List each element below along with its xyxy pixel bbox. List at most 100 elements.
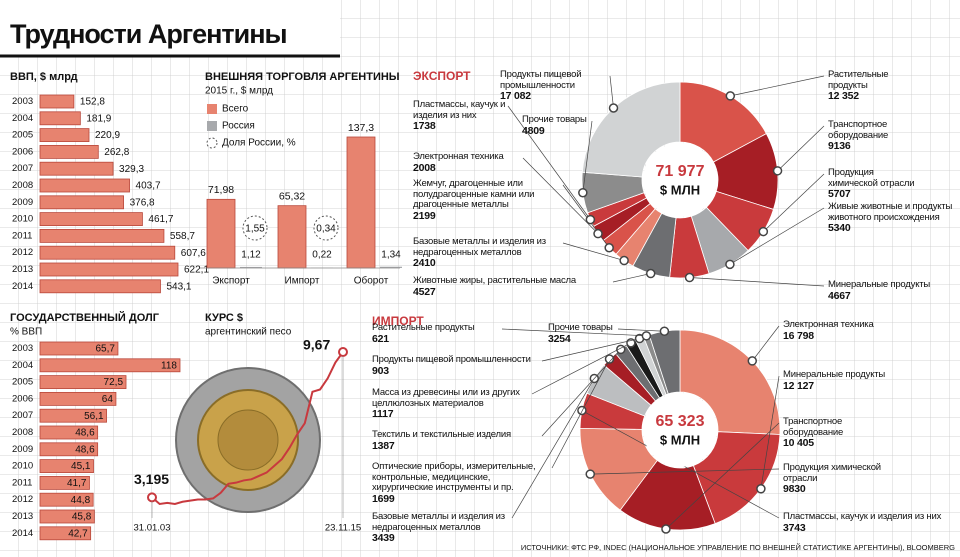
data-label: 64 <box>102 394 114 405</box>
slice-value: 2199 <box>413 209 436 222</box>
slice-label: Электронная техника 2008 <box>413 151 523 174</box>
bar <box>39 94 75 109</box>
share-marker <box>313 215 339 241</box>
leader-dot <box>725 259 735 270</box>
leader-line <box>763 173 825 232</box>
legend-swatch <box>207 104 217 114</box>
chart-title: ИМПОРТ <box>372 314 424 328</box>
x-tick-label: 31.01.03 <box>134 523 171 534</box>
data-label: 41,7 <box>67 478 87 489</box>
bar <box>39 526 92 541</box>
data-label: 181,9 <box>86 113 111 124</box>
slice-label: Базовые металлы и изделия из недрагоценн… <box>372 511 512 544</box>
slice-value: 12 127 <box>783 379 814 392</box>
pie-slice <box>679 81 767 163</box>
data-label: 262,8 <box>104 147 129 158</box>
leader-dot <box>758 226 769 237</box>
leader-dot <box>604 354 615 364</box>
y-tick-label: 2004 <box>12 360 33 371</box>
leader-line <box>752 325 780 362</box>
slice-label: Продукты пищевой промышленности 17 082 <box>500 69 610 102</box>
y-tick-label: 2008 <box>12 427 33 438</box>
title-box <box>0 0 340 56</box>
slice-name: Минеральные продукты <box>783 369 886 380</box>
data-label: 152,8 <box>80 97 105 108</box>
leader-line <box>777 125 825 172</box>
slice-value: 1738 <box>413 120 436 132</box>
bar <box>39 442 99 457</box>
leader-line <box>730 75 825 97</box>
bar <box>39 195 124 210</box>
slice-label: Минеральные продукты 12 127 <box>783 369 893 392</box>
data-label: 65,32 <box>279 190 305 202</box>
leader-dot <box>659 326 670 336</box>
leader-line <box>562 184 610 248</box>
source: ИСТОЧНИКИ: ФТС РФ, INDEC (НАЦИОНАЛЬНОЕ У… <box>521 543 955 552</box>
legend-label: Доля России, % <box>222 138 296 149</box>
data-label: 45,1 <box>71 461 91 472</box>
chart-subtitle: аргентинский песо <box>205 327 292 338</box>
leader-line <box>522 157 599 234</box>
bar <box>39 279 161 294</box>
slice-value: 9830 <box>783 483 806 495</box>
slice-label: Транспортное оборудование 10 405 <box>783 416 903 449</box>
data-label: 329,3 <box>119 164 144 175</box>
slice-name: Растительные продукты <box>372 322 475 333</box>
data-label: 71,98 <box>208 184 234 196</box>
data-label: 220,9 <box>95 130 120 141</box>
slice-value: 4667 <box>828 289 851 302</box>
slice-name: Жемчуг, драгоценные или полудрагоценные … <box>413 178 535 210</box>
data-label: 607,6 <box>181 248 206 259</box>
leader-line <box>590 468 780 475</box>
slice-value: 2008 <box>413 161 436 174</box>
y-tick-label: 2013 <box>12 264 33 275</box>
leader-dot <box>756 484 766 494</box>
chart-subtitle: 2015 г., $ млрд <box>205 86 273 97</box>
legend-swatch <box>207 121 217 131</box>
y-tick-label: 2011 <box>12 230 32 241</box>
bar <box>39 358 181 373</box>
coin <box>175 367 321 513</box>
bar <box>39 144 99 159</box>
data-label: 48,6 <box>75 444 95 455</box>
x-tick-label: Экспорт <box>212 276 250 287</box>
bar <box>39 509 95 524</box>
slice-label: Продукция химической отрасли 9830 <box>783 462 913 495</box>
y-tick-label: 2012 <box>12 247 33 258</box>
data-label: 543,1 <box>166 281 191 292</box>
pie-slice <box>648 329 681 395</box>
donut-unit: $ МЛН <box>660 182 700 197</box>
pie-slice <box>581 81 681 178</box>
y-tick-label: 2012 <box>12 494 33 505</box>
slice-label: Растительные продукты 12 352 <box>828 69 908 102</box>
leader-dot <box>619 255 629 266</box>
slice-value: 9136 <box>828 140 851 152</box>
pie-slice <box>579 427 658 511</box>
leader-line <box>531 342 632 395</box>
bar <box>39 262 179 277</box>
leader-dot <box>684 272 695 283</box>
leader-line <box>507 105 591 220</box>
data-label: 403,7 <box>136 181 161 192</box>
bar <box>39 245 176 260</box>
slice-label: Базовые металлы и изделия из недрагоценн… <box>413 236 563 269</box>
leader-dot <box>593 228 603 239</box>
donut-total: 65 323 <box>656 413 705 430</box>
slice-label: Пластмассы, каучук и изделия из них 3743 <box>783 511 953 533</box>
data-label: 376,8 <box>130 197 155 208</box>
bar <box>39 228 165 243</box>
slice-value: 3439 <box>372 532 395 544</box>
pie-slice <box>679 329 781 435</box>
slice-name: Продукты пищевой промышленности <box>500 69 582 91</box>
leader-line <box>551 358 610 469</box>
bar <box>39 375 127 390</box>
slice-label: Текстиль и текстильные изделия 1387 <box>372 429 542 451</box>
y-tick-label: 2014 <box>12 528 33 539</box>
slice-name: Продукты пищевой промышленности <box>372 354 531 365</box>
chart-title: ЭКСПОРТ <box>413 69 471 83</box>
slice-value: 1699 <box>372 492 395 505</box>
bar <box>39 178 130 193</box>
bar <box>39 111 81 126</box>
slice-value: 2410 <box>413 257 436 269</box>
bar <box>380 266 402 268</box>
